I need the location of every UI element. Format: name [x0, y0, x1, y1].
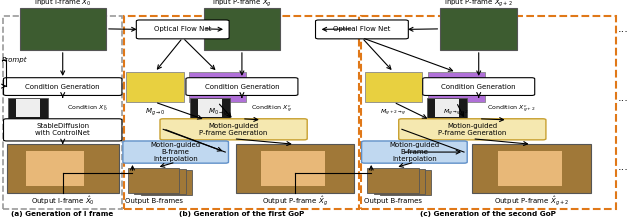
- Bar: [435, 99, 460, 117]
- FancyBboxPatch shape: [160, 119, 307, 140]
- Bar: [128, 168, 179, 193]
- Bar: [3, 16, 122, 209]
- Text: (c) Generation of the second GoP: (c) Generation of the second GoP: [420, 210, 556, 217]
- Text: Condition Generation: Condition Generation: [442, 83, 516, 90]
- Text: Motion-guided
B-frame
Interpolation: Motion-guided B-frame Interpolation: [150, 142, 201, 162]
- Bar: [126, 72, 184, 102]
- FancyBboxPatch shape: [362, 141, 467, 163]
- Bar: [189, 72, 246, 102]
- Text: (b) Generation of the first GoP: (b) Generation of the first GoP: [179, 210, 304, 217]
- Text: Condition $X_g^c$: Condition $X_g^c$: [252, 103, 292, 114]
- Text: ...: ...: [618, 161, 628, 172]
- Text: Motion-guided
P-frame Generation: Motion-guided P-frame Generation: [200, 123, 268, 136]
- Bar: [428, 72, 485, 102]
- Bar: [26, 151, 83, 186]
- Text: Condition Generation: Condition Generation: [26, 83, 100, 90]
- Bar: [8, 98, 48, 119]
- Text: $M_{g+2\rightarrow g}$: $M_{g+2\rightarrow g}$: [380, 108, 407, 118]
- FancyBboxPatch shape: [136, 20, 229, 39]
- Text: Condition $X_{g+2}^c$: Condition $X_{g+2}^c$: [488, 103, 536, 114]
- Text: Prompt: Prompt: [2, 57, 28, 63]
- Text: Input P-frame $X_{g+2}$: Input P-frame $X_{g+2}$: [444, 0, 513, 9]
- Text: Output P-frame $\hat{X}_g$: Output P-frame $\hat{X}_g$: [262, 194, 328, 208]
- Text: (a) Generation of I frame: (a) Generation of I frame: [11, 210, 113, 217]
- Bar: [191, 98, 230, 119]
- Text: Optical Flow Net: Optical Flow Net: [333, 26, 390, 32]
- Bar: [204, 8, 280, 50]
- Bar: [141, 170, 192, 195]
- Text: Output I-frame $\hat{X}_0$: Output I-frame $\hat{X}_0$: [31, 195, 95, 207]
- Text: $M_{g\rightarrow g+2}$: $M_{g\rightarrow g+2}$: [444, 108, 469, 118]
- Bar: [7, 144, 119, 193]
- Text: $M_{0\rightarrow g}$: $M_{0\rightarrow g}$: [207, 106, 228, 118]
- FancyBboxPatch shape: [4, 78, 122, 95]
- Text: Optical Flow Net: Optical Flow Net: [154, 26, 211, 32]
- Bar: [380, 170, 431, 195]
- Text: Input P-frame $X_g$: Input P-frame $X_g$: [212, 0, 272, 9]
- FancyBboxPatch shape: [186, 78, 298, 95]
- Bar: [134, 169, 186, 194]
- Bar: [440, 8, 517, 50]
- Text: Output P-frame $\hat{X}_{g+2}$: Output P-frame $\hat{X}_{g+2}$: [494, 194, 569, 208]
- Text: $M_{g\rightarrow 0}$: $M_{g\rightarrow 0}$: [145, 106, 165, 118]
- Bar: [261, 151, 325, 186]
- Text: Motion-guided
P-frame Generation: Motion-guided P-frame Generation: [438, 123, 506, 136]
- Bar: [367, 168, 419, 193]
- Text: ...: ...: [618, 24, 628, 34]
- Bar: [19, 8, 106, 50]
- Text: Input I-frame $X_0$: Input I-frame $X_0$: [34, 0, 92, 8]
- Bar: [361, 16, 616, 209]
- FancyBboxPatch shape: [399, 119, 546, 140]
- FancyBboxPatch shape: [123, 141, 228, 163]
- Bar: [472, 144, 591, 193]
- Bar: [374, 169, 425, 194]
- Bar: [198, 99, 223, 117]
- Text: Output B-frames: Output B-frames: [364, 198, 422, 204]
- FancyBboxPatch shape: [4, 119, 122, 141]
- Bar: [365, 72, 422, 102]
- Bar: [428, 98, 467, 119]
- FancyBboxPatch shape: [316, 20, 408, 39]
- Text: Condition $X_0^c$: Condition $X_0^c$: [67, 103, 108, 113]
- FancyBboxPatch shape: [422, 78, 535, 95]
- Bar: [236, 144, 354, 193]
- Text: ...: ...: [618, 93, 628, 103]
- Text: Motion-guided
B-frame
Interpolation: Motion-guided B-frame Interpolation: [389, 142, 440, 162]
- Bar: [16, 99, 40, 117]
- Bar: [498, 151, 562, 186]
- Text: StableDiffusion
with ControlNet: StableDiffusion with ControlNet: [35, 123, 90, 136]
- Bar: [124, 16, 359, 209]
- Text: Condition Generation: Condition Generation: [205, 83, 279, 90]
- Text: Output B-frames: Output B-frames: [125, 198, 182, 204]
